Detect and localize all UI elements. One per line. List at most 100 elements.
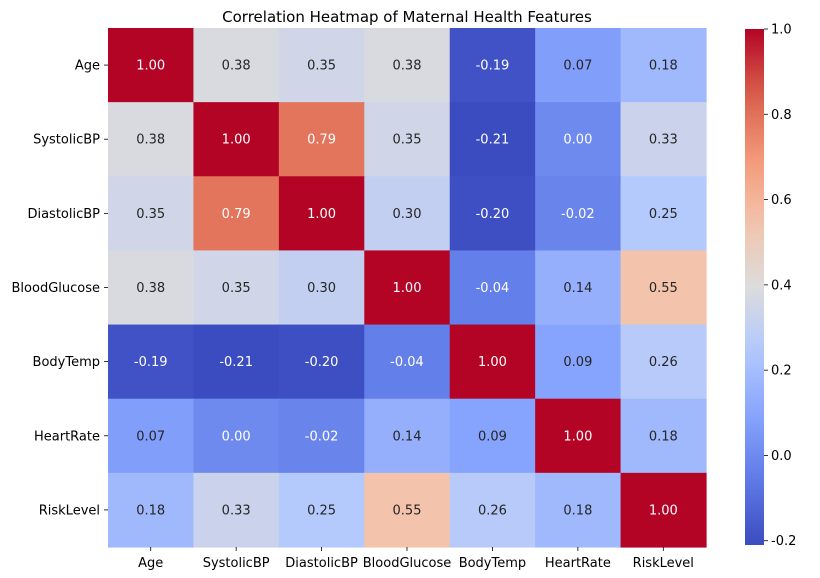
cell-value-label: 1.00 bbox=[136, 59, 165, 74]
cell-value-label: 0.30 bbox=[307, 281, 336, 296]
heatmap-cell bbox=[278, 250, 365, 326]
cell-value-label: -0.19 bbox=[134, 355, 168, 370]
cell-value-label: 0.14 bbox=[563, 281, 592, 296]
cell-value-label: 0.00 bbox=[563, 133, 592, 148]
x-tick-label: BloodGlucose bbox=[363, 556, 452, 571]
cell-value-label: 0.35 bbox=[222, 281, 251, 296]
heatmap-cell bbox=[108, 102, 195, 177]
heatmap-cell bbox=[108, 472, 195, 548]
cell-value-label: 0.14 bbox=[393, 429, 422, 444]
cell-value-label: 0.26 bbox=[649, 355, 678, 370]
heatmap-cell bbox=[278, 28, 365, 103]
heatmap-cell bbox=[278, 176, 365, 252]
heatmap-cell bbox=[364, 28, 451, 103]
cell-value-label: 0.09 bbox=[478, 429, 507, 444]
cell-annotations: 1.00 0.38 0.35 0.38 -0.19 0.07 0.18 0.38 1.00 0.7… bbox=[134, 59, 678, 519]
cell-value-label: 0.79 bbox=[307, 133, 336, 148]
x-tick-label: BodyTemp bbox=[459, 556, 526, 571]
heatmap-cell bbox=[193, 28, 280, 103]
heatmap-cell bbox=[278, 102, 365, 177]
cell-value-label: -0.21 bbox=[476, 133, 510, 148]
cell-value-label: 1.00 bbox=[222, 133, 251, 148]
cell-value-label: 0.00 bbox=[222, 429, 251, 444]
heatmap-cell bbox=[193, 324, 280, 400]
heatmap-cell bbox=[193, 398, 280, 474]
chart-title: Correlation Heatmap of Maternal Health F… bbox=[222, 8, 592, 26]
heatmap-cell bbox=[535, 398, 622, 474]
heatmap-cell bbox=[449, 250, 536, 326]
heatmap-cell bbox=[535, 250, 622, 326]
cell-value-label: 0.38 bbox=[222, 59, 251, 74]
cell-value-label: -0.19 bbox=[476, 59, 510, 74]
colorbar-tick-label: 1.0 bbox=[771, 23, 792, 38]
y-tick-label: RiskLevel bbox=[39, 503, 100, 518]
y-tick-label: SystolicBP bbox=[33, 133, 100, 148]
cell-value-label: 0.18 bbox=[649, 59, 678, 74]
cell-value-label: 1.00 bbox=[649, 503, 678, 518]
cell-value-label: 0.79 bbox=[222, 207, 251, 222]
heatmap-cell bbox=[535, 28, 622, 103]
heatmap-cell bbox=[620, 176, 707, 252]
heatmap-cell bbox=[449, 28, 536, 103]
heatmap-cell bbox=[278, 398, 365, 474]
y-tick-label: BloodGlucose bbox=[12, 281, 101, 296]
cell-value-label: 0.09 bbox=[563, 355, 592, 370]
heatmap-cell bbox=[535, 176, 622, 252]
cell-value-label: 0.35 bbox=[393, 133, 422, 148]
colorbar-gradient bbox=[745, 29, 764, 545]
colorbar-tick-label: 0.2 bbox=[771, 364, 792, 379]
heatmap-cell bbox=[108, 398, 195, 474]
heatmap-cell bbox=[449, 176, 536, 252]
colorbar-tick-label: 0.8 bbox=[771, 108, 792, 123]
cell-value-label: -0.02 bbox=[305, 429, 339, 444]
heatmap-cell bbox=[193, 472, 280, 548]
cell-value-label: -0.20 bbox=[476, 207, 510, 222]
heatmap-cell bbox=[449, 324, 536, 400]
heatmap-cell bbox=[620, 28, 707, 103]
cell-value-label: 0.33 bbox=[649, 133, 678, 148]
heatmap-cell bbox=[108, 250, 195, 326]
cell-value-label: 0.26 bbox=[478, 503, 507, 518]
cell-value-label: 0.30 bbox=[393, 207, 422, 222]
y-tick-label: Age bbox=[75, 59, 100, 74]
cell-value-label: 1.00 bbox=[307, 207, 336, 222]
x-tick-label: HeartRate bbox=[545, 556, 611, 571]
x-tick-label: Age bbox=[138, 556, 163, 571]
cell-value-label: 0.18 bbox=[563, 503, 592, 518]
cell-value-label: 0.55 bbox=[649, 281, 678, 296]
colorbar: -0.2 0.0 0.2 0.4 0.6 0.8 1.0 bbox=[745, 23, 796, 549]
heatmap-cell bbox=[364, 472, 451, 548]
cell-value-label: 0.38 bbox=[136, 133, 165, 148]
cell-value-label: -0.02 bbox=[561, 207, 595, 222]
cell-value-label: 0.25 bbox=[307, 503, 336, 518]
heatmap-cell bbox=[535, 324, 622, 400]
heatmap-cell bbox=[193, 176, 280, 252]
y-axis: Age SystolicBP DiastolicBP BloodGlucose Body… bbox=[12, 59, 108, 518]
heatmap-cell bbox=[620, 398, 707, 474]
x-tick-label: RiskLevel bbox=[633, 556, 694, 571]
colorbar-tick-label: 0.0 bbox=[771, 449, 792, 464]
cell-value-label: 0.38 bbox=[136, 281, 165, 296]
cell-value-label: 1.00 bbox=[563, 429, 592, 444]
x-axis: Age SystolicBP DiastolicBP BloodGlucose Body… bbox=[138, 546, 694, 571]
heatmap-cell bbox=[620, 472, 707, 548]
cell-value-label: 0.33 bbox=[222, 503, 251, 518]
heatmap-cell bbox=[364, 102, 451, 177]
cell-value-label: 0.55 bbox=[393, 503, 422, 518]
heatmap-cell bbox=[535, 472, 622, 548]
y-tick-label: DiastolicBP bbox=[27, 207, 100, 222]
cell-value-label: 1.00 bbox=[393, 281, 422, 296]
heatmap-cell bbox=[449, 398, 536, 474]
heatmap-cell bbox=[364, 176, 451, 252]
heatmap-cell bbox=[193, 250, 280, 326]
heatmap-cells bbox=[108, 28, 707, 548]
heatmap-cell bbox=[620, 250, 707, 326]
y-tick-label: BodyTemp bbox=[33, 355, 100, 370]
cell-value-label: 0.18 bbox=[649, 429, 678, 444]
heatmap-cell bbox=[620, 102, 707, 177]
heatmap-cell bbox=[108, 28, 195, 103]
cell-value-label: 0.18 bbox=[136, 503, 165, 518]
heatmap-cell bbox=[193, 102, 280, 177]
heatmap-cell bbox=[620, 324, 707, 400]
cell-value-label: -0.04 bbox=[390, 355, 424, 370]
